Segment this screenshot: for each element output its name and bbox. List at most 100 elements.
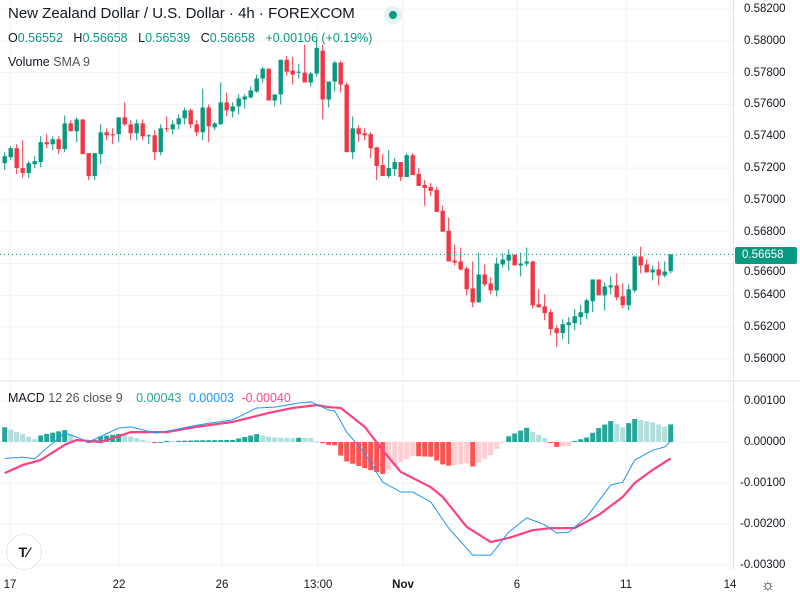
candle: [308, 71, 313, 87]
macd-histogram-bar: [332, 442, 338, 446]
close-value: 0.56658: [209, 31, 255, 45]
candle: [638, 246, 643, 274]
candle: [368, 132, 373, 159]
macd-histogram-bar: [536, 435, 542, 442]
candle-body: [290, 70, 295, 75]
candle-body: [416, 173, 421, 186]
macd-histogram-bar: [374, 442, 380, 473]
candle-body: [32, 161, 37, 165]
candle-body: [20, 168, 25, 174]
candle-body: [254, 78, 259, 92]
candle: [512, 254, 517, 266]
close-label: C: [200, 31, 210, 45]
candle-body: [158, 128, 163, 153]
candle: [488, 277, 493, 295]
macd-histogram-bar: [464, 442, 470, 464]
open-label: O: [8, 31, 18, 45]
time-axis-label: Nov: [392, 579, 414, 591]
candle-body: [356, 128, 361, 135]
macd-histogram-bar: [146, 441, 152, 443]
candle-body: [230, 106, 235, 112]
macd-histogram-bar: [506, 436, 512, 442]
candle-body: [632, 256, 637, 291]
macd-histogram-bar: [500, 442, 506, 443]
candle: [650, 265, 655, 281]
macd-axis-label: -0.00100: [740, 477, 786, 489]
candle-body: [524, 261, 529, 264]
macd-histogram-bar: [62, 430, 68, 442]
macd-histogram-bar: [158, 441, 164, 443]
candle: [590, 279, 595, 313]
candle-body: [110, 134, 115, 136]
candle-body: [314, 47, 319, 74]
macd-histogram-bar: [338, 442, 344, 456]
candle: [110, 128, 115, 145]
candle: [176, 114, 181, 130]
candle-body: [302, 72, 307, 83]
macd-histogram-bar: [470, 442, 476, 467]
macd-histogram-bar: [38, 435, 44, 442]
candle-body: [428, 187, 433, 191]
candle-body: [170, 124, 175, 130]
candle: [182, 107, 187, 125]
candle-body: [446, 230, 451, 262]
candle: [662, 261, 667, 278]
candle-body: [236, 98, 241, 107]
volume-indicator-legend[interactable]: Volume SMA 9: [8, 55, 90, 69]
macd-histogram-bar: [572, 441, 578, 443]
candle-body: [176, 118, 181, 125]
candle: [536, 289, 541, 308]
candle: [158, 124, 163, 156]
macd-histogram-bar: [314, 441, 320, 443]
macd-histogram-bar: [260, 435, 266, 442]
candle: [632, 255, 637, 293]
candle: [626, 284, 631, 311]
candle: [56, 136, 61, 155]
price-axis-label: 0.57200: [744, 162, 786, 175]
candle-body: [98, 132, 103, 155]
macd-histogram-bar: [326, 442, 332, 445]
macd-histogram-bar: [266, 436, 272, 442]
candle-body: [362, 133, 367, 136]
candle-body: [422, 184, 427, 188]
macd-histogram-bar: [170, 441, 176, 443]
candle-body: [44, 142, 49, 145]
macd-histogram-bar: [248, 435, 254, 442]
price-axis-label: 0.57600: [744, 98, 786, 111]
candle-body: [332, 62, 337, 82]
candle: [116, 117, 121, 143]
price-axis-label: 0.57800: [744, 66, 786, 79]
candle-body: [386, 168, 391, 177]
candle-body: [662, 271, 667, 276]
candle: [458, 247, 463, 271]
candle-body: [374, 147, 379, 167]
macd-histogram-bar: [404, 442, 410, 460]
macd-histogram-bar: [134, 438, 140, 442]
macd-histogram-bar: [434, 442, 440, 461]
chart-title[interactable]: New Zealand Dollar / U.S. Dollar · 4h · …: [8, 5, 355, 22]
macd-histogram-bar: [512, 433, 518, 442]
candle: [668, 254, 673, 274]
candle-body: [410, 155, 415, 176]
candle-body: [464, 268, 469, 290]
macd-histogram-bar: [68, 434, 74, 442]
tradingview-logo[interactable]: T⁄: [6, 534, 42, 570]
candle-body: [200, 107, 205, 133]
candle: [572, 309, 577, 331]
candle: [146, 134, 151, 145]
price-axis-label: 0.56000: [744, 353, 786, 365]
time-axis-label: 13:00: [303, 579, 333, 591]
macd-indicator-legend[interactable]: MACD 12 26 close 9 0.00043 0.00003 -0.00…: [8, 391, 291, 405]
settings-gear-icon[interactable]: ☼: [760, 577, 776, 594]
candle: [122, 102, 127, 127]
candle-body: [572, 316, 577, 324]
candle: [644, 259, 649, 273]
time-axis-label: 26: [215, 579, 229, 591]
candle: [134, 119, 139, 141]
macd-histogram-bar: [530, 432, 536, 442]
candle-body: [656, 269, 661, 276]
macd-histogram-bar: [380, 442, 386, 474]
candle: [8, 146, 13, 161]
candle: [50, 136, 55, 151]
